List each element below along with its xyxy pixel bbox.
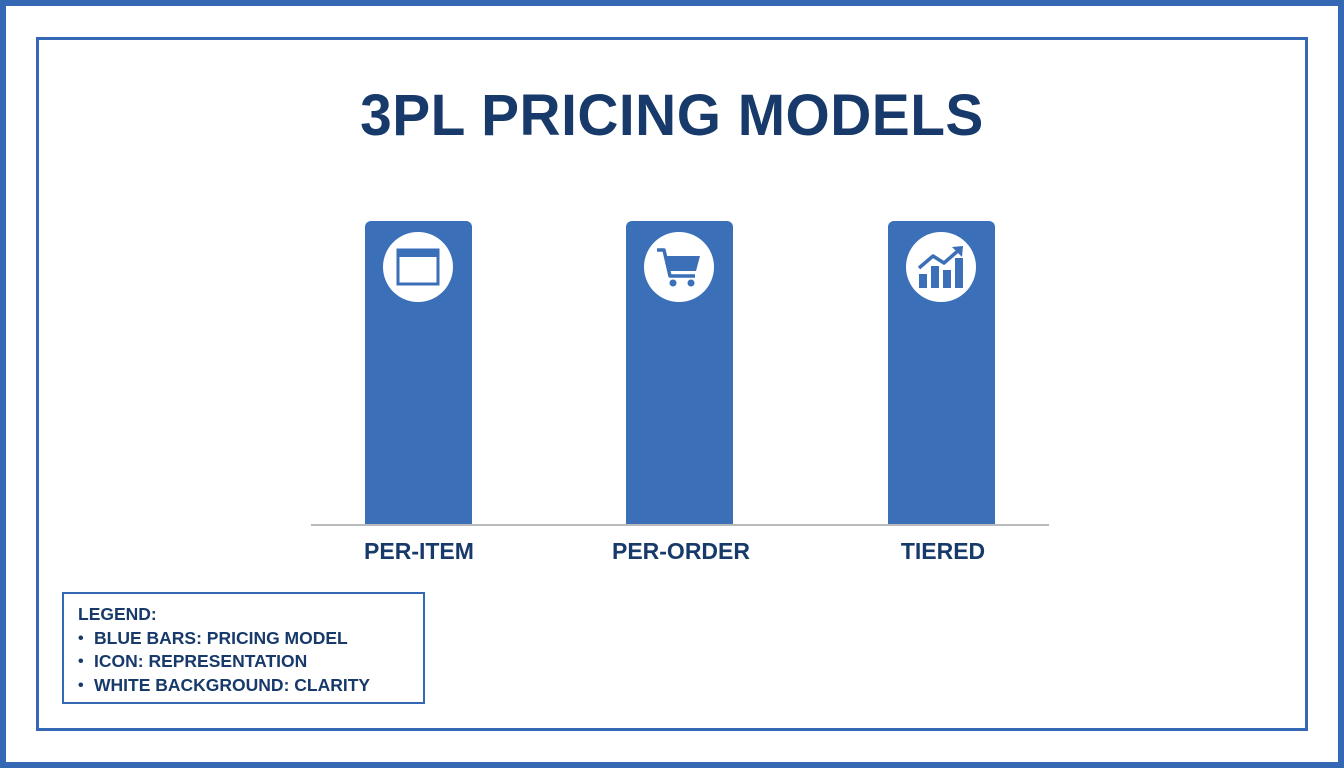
legend-title: LEGEND: (78, 604, 157, 624)
icon-circle (644, 232, 714, 302)
legend-item-text: WHITE BACKGROUND: CLARITY (94, 674, 371, 695)
bullet: • (78, 653, 84, 670)
growth-chart-icon (917, 246, 963, 288)
icon-circle (906, 232, 976, 302)
x-axis-baseline (311, 524, 1049, 526)
bar-per-order (626, 221, 733, 525)
bullet: • (78, 676, 84, 694)
icon-circle (383, 232, 453, 302)
shopping-cart-icon (657, 248, 700, 287)
bullet: • (78, 629, 84, 647)
bar-per-item (365, 221, 472, 525)
legend-item-text: BLUE BARS: PRICING MODEL (94, 627, 348, 648)
bar-tiered (888, 221, 995, 525)
label-per-item: PER-ITEM (364, 538, 474, 564)
legend-item: • BLUE BARS: PRICING MODEL (78, 627, 423, 651)
label-tiered: TIERED (900, 538, 986, 564)
legend-item: • WHITE BACKGROUND: CLARITY (78, 674, 423, 698)
label-per-order: PER-ORDER (611, 538, 750, 564)
page-title: 3PL PRICING MODELS (360, 83, 984, 148)
inner-frame (36, 37, 1308, 731)
legend-item-text: ICON: REPRESENTATION (94, 651, 308, 671)
browser-window-icon (396, 248, 440, 286)
legend-box: LEGEND: • BLUE BARS: PRICING MODEL • ICO… (62, 592, 425, 704)
legend-item: • ICON: REPRESENTATION (78, 650, 423, 674)
